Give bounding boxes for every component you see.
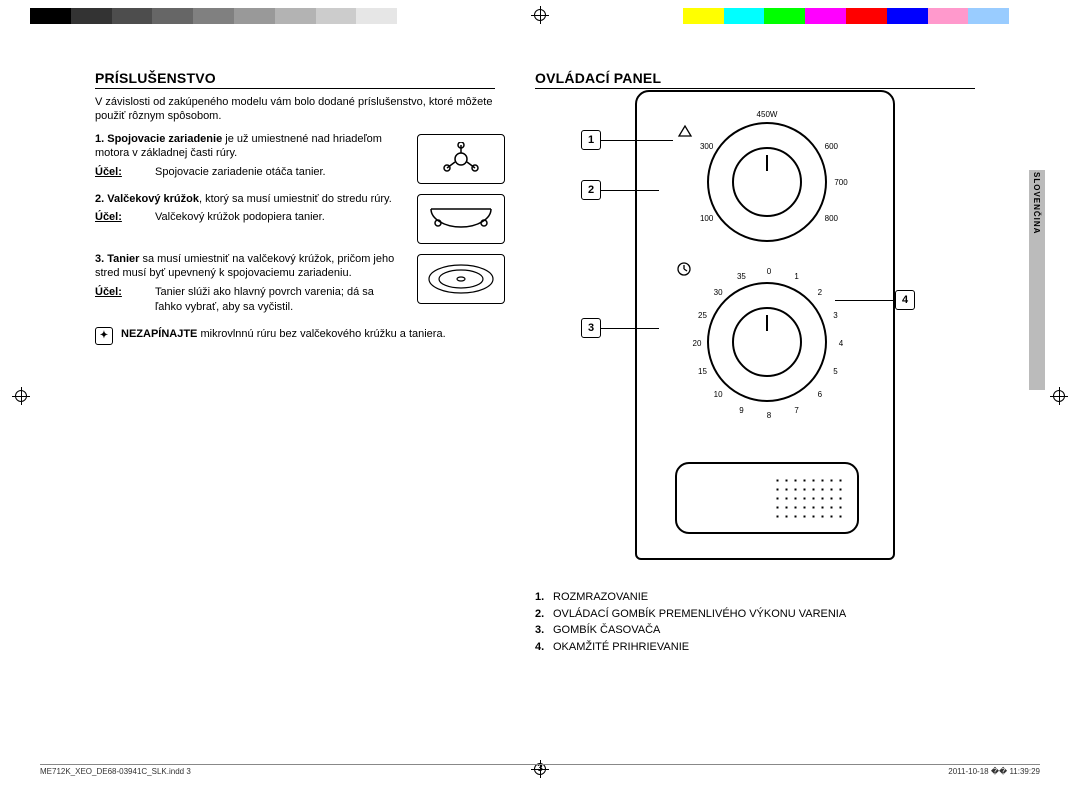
legend-number: 1. (535, 589, 553, 606)
note-icon: ✦ (95, 327, 113, 345)
callout-3: 3 (581, 318, 659, 338)
note-bold: NEZAPÍNAJTE (121, 328, 197, 340)
purpose-text: Spojovacie zariadenie otáča tanier. (155, 165, 395, 180)
footer-filename: ME712K_XEO_DE68-03941C_SLK.indd 3 (40, 767, 191, 776)
clock-icon (677, 262, 691, 276)
item-text: , ktorý sa musí umiestniť do stredu rúry… (199, 193, 392, 205)
legend-text: GOMBÍK ČASOVAČA (553, 622, 660, 639)
door-release-panel (675, 462, 859, 534)
purpose-label: Účel: (95, 210, 155, 225)
accessories-column: PRÍSLUŠENSTVO V závislosti od zakúpeného… (95, 70, 495, 655)
callout-number: 3 (581, 318, 601, 338)
purpose-text: Tanier slúži ako hlavný povrch varenia; … (155, 285, 395, 315)
item-name: Spojovacie zariadenie (107, 133, 222, 145)
purpose-label: Účel: (95, 285, 155, 315)
defrost-icon (677, 124, 693, 138)
purpose-label: Účel: (95, 165, 155, 180)
callout-number: 1 (581, 130, 601, 150)
coupler-thumbnail (417, 134, 505, 184)
registration-mark (1050, 387, 1068, 405)
item-number: 1. (95, 133, 104, 145)
note-text: mikrovlnnú rúru bez valčekového krúžku a… (197, 328, 445, 340)
item-name: Tanier (107, 253, 139, 265)
power-dial: 450W300600100700800 (707, 122, 827, 242)
registration-mark (531, 6, 549, 24)
item-number: 3. (95, 253, 104, 265)
print-footer: ME712K_XEO_DE68-03941C_SLK.indd 3 2011-1… (40, 764, 1040, 776)
registration-mark (12, 387, 30, 405)
callout-1: 1 (581, 130, 673, 150)
legend-number: 4. (535, 639, 553, 656)
legend-number: 3. (535, 622, 553, 639)
control-panel-legend: 1.ROZMRAZOVANIE2.OVLÁDACÍ GOMBÍK PREMENL… (535, 589, 975, 655)
warning-note: ✦ NEZAPÍNAJTE mikrovlnnú rúru bez valček… (95, 327, 495, 345)
purpose-text: Valčekový krúžok podopiera tanier. (155, 210, 395, 225)
item-number: 2. (95, 193, 104, 205)
language-side-tab: SLOVENČINA (1029, 170, 1045, 390)
control-panel-drawing: 450W300600100700800 01234567891015202530… (635, 90, 895, 560)
footer-timestamp: 2011-10-18 �� 11:39:29 (948, 767, 1040, 776)
accessories-heading: PRÍSLUŠENSTVO (95, 70, 495, 89)
item-name: Valčekový krúžok (107, 193, 199, 205)
item-text: sa musí umiestniť na valčekový krúžok, p… (95, 253, 394, 280)
accessory-item: 1. Spojovacie zariadenie je už umiestnen… (95, 132, 495, 184)
callout-number: 4 (895, 290, 915, 310)
legend-text: OVLÁDACÍ GOMBÍK PREMENLIVÉHO VÝKONU VARE… (553, 606, 846, 623)
legend-number: 2. (535, 606, 553, 623)
manual-page: PRÍSLUŠENSTVO V závislosti od zakúpeného… (95, 70, 985, 750)
roller-ring-thumbnail (417, 194, 505, 244)
control-panel-heading: OVLÁDACÍ PANEL (535, 70, 975, 89)
legend-text: ROZMRAZOVANIE (553, 589, 648, 606)
accessory-item: 3. Tanier sa musí umiestniť na valčekový… (95, 252, 495, 315)
callout-2: 2 (581, 180, 659, 200)
side-tab-label: SLOVENČINA (1032, 172, 1041, 234)
turntable-thumbnail (417, 254, 505, 304)
callout-4: 4 (835, 290, 915, 310)
accessory-item: 2. Valčekový krúžok, ktorý sa musí umies… (95, 192, 495, 244)
control-panel-column: OVLÁDACÍ PANEL 450W300600100700800 01234… (535, 70, 975, 655)
accessories-intro: V závislosti od zakúpeného modelu vám bo… (95, 95, 495, 124)
timer-dial: 0123456789101520253035 (707, 282, 827, 402)
legend-text: OKAMŽITÉ PRIHRIEVANIE (553, 639, 689, 656)
callout-number: 2 (581, 180, 601, 200)
